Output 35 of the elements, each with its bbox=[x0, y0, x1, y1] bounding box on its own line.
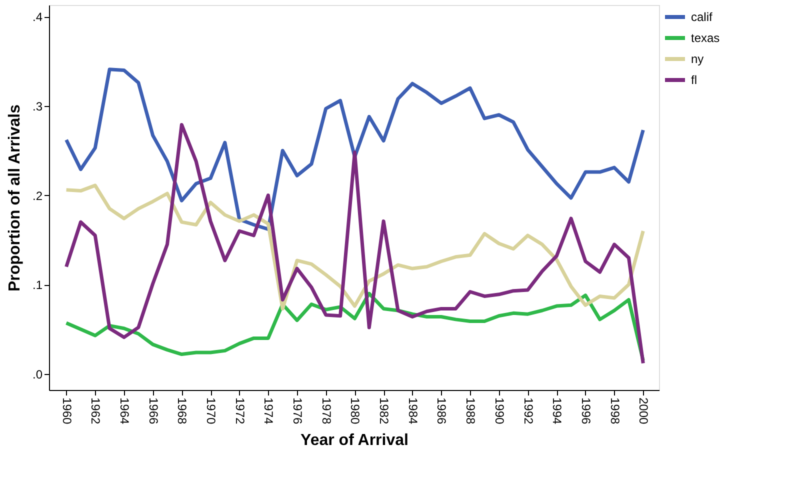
line-series bbox=[64, 68, 645, 231]
x-tick-label: 1970 bbox=[204, 398, 218, 425]
legend-label: ny bbox=[691, 52, 704, 66]
y-tick-label: .2 bbox=[32, 188, 43, 203]
legend-label: fl bbox=[691, 73, 697, 87]
x-tick-label: 1982 bbox=[377, 398, 392, 425]
x-tick-label: 1996 bbox=[578, 398, 593, 425]
x-tick-label: 1998 bbox=[608, 398, 622, 425]
legend-label: calif bbox=[691, 10, 714, 24]
x-tick-label: 1960 bbox=[60, 398, 74, 425]
x-tick-label: 1972 bbox=[232, 398, 247, 425]
x-tick-label: 1976 bbox=[290, 398, 305, 425]
x-tick-label: 1966 bbox=[146, 398, 160, 425]
x-tick-label: 1978 bbox=[319, 398, 334, 425]
x-tick-label: 1962 bbox=[88, 398, 103, 425]
line-series bbox=[64, 184, 645, 310]
y-tick-label: .1 bbox=[32, 278, 43, 292]
x-tick-label: 1992 bbox=[521, 398, 536, 425]
x-axis-title: Year of Arrival bbox=[300, 432, 408, 450]
x-tick-label: 1964 bbox=[117, 398, 132, 425]
y-tick-label: .3 bbox=[32, 99, 43, 114]
x-tick-label: 2000 bbox=[636, 398, 651, 425]
x-tick-label: 1980 bbox=[348, 398, 362, 425]
x-tick-label: 1974 bbox=[262, 398, 276, 425]
x-tick-label: 1990 bbox=[492, 398, 506, 425]
y-axis-title: Proportion of all Arrivals bbox=[6, 104, 24, 292]
x-tick-label: 1968 bbox=[175, 398, 190, 425]
y-tick-label: .4 bbox=[32, 10, 43, 24]
x-tick-label: 1986 bbox=[434, 398, 449, 425]
y-tick-label: .0 bbox=[32, 367, 43, 382]
x-tick-label: 1984 bbox=[406, 398, 420, 425]
legend-label: texas bbox=[691, 31, 720, 45]
x-tick-label: 1994 bbox=[550, 398, 564, 425]
line-series bbox=[64, 122, 645, 365]
x-tick-label: 1988 bbox=[464, 398, 478, 425]
